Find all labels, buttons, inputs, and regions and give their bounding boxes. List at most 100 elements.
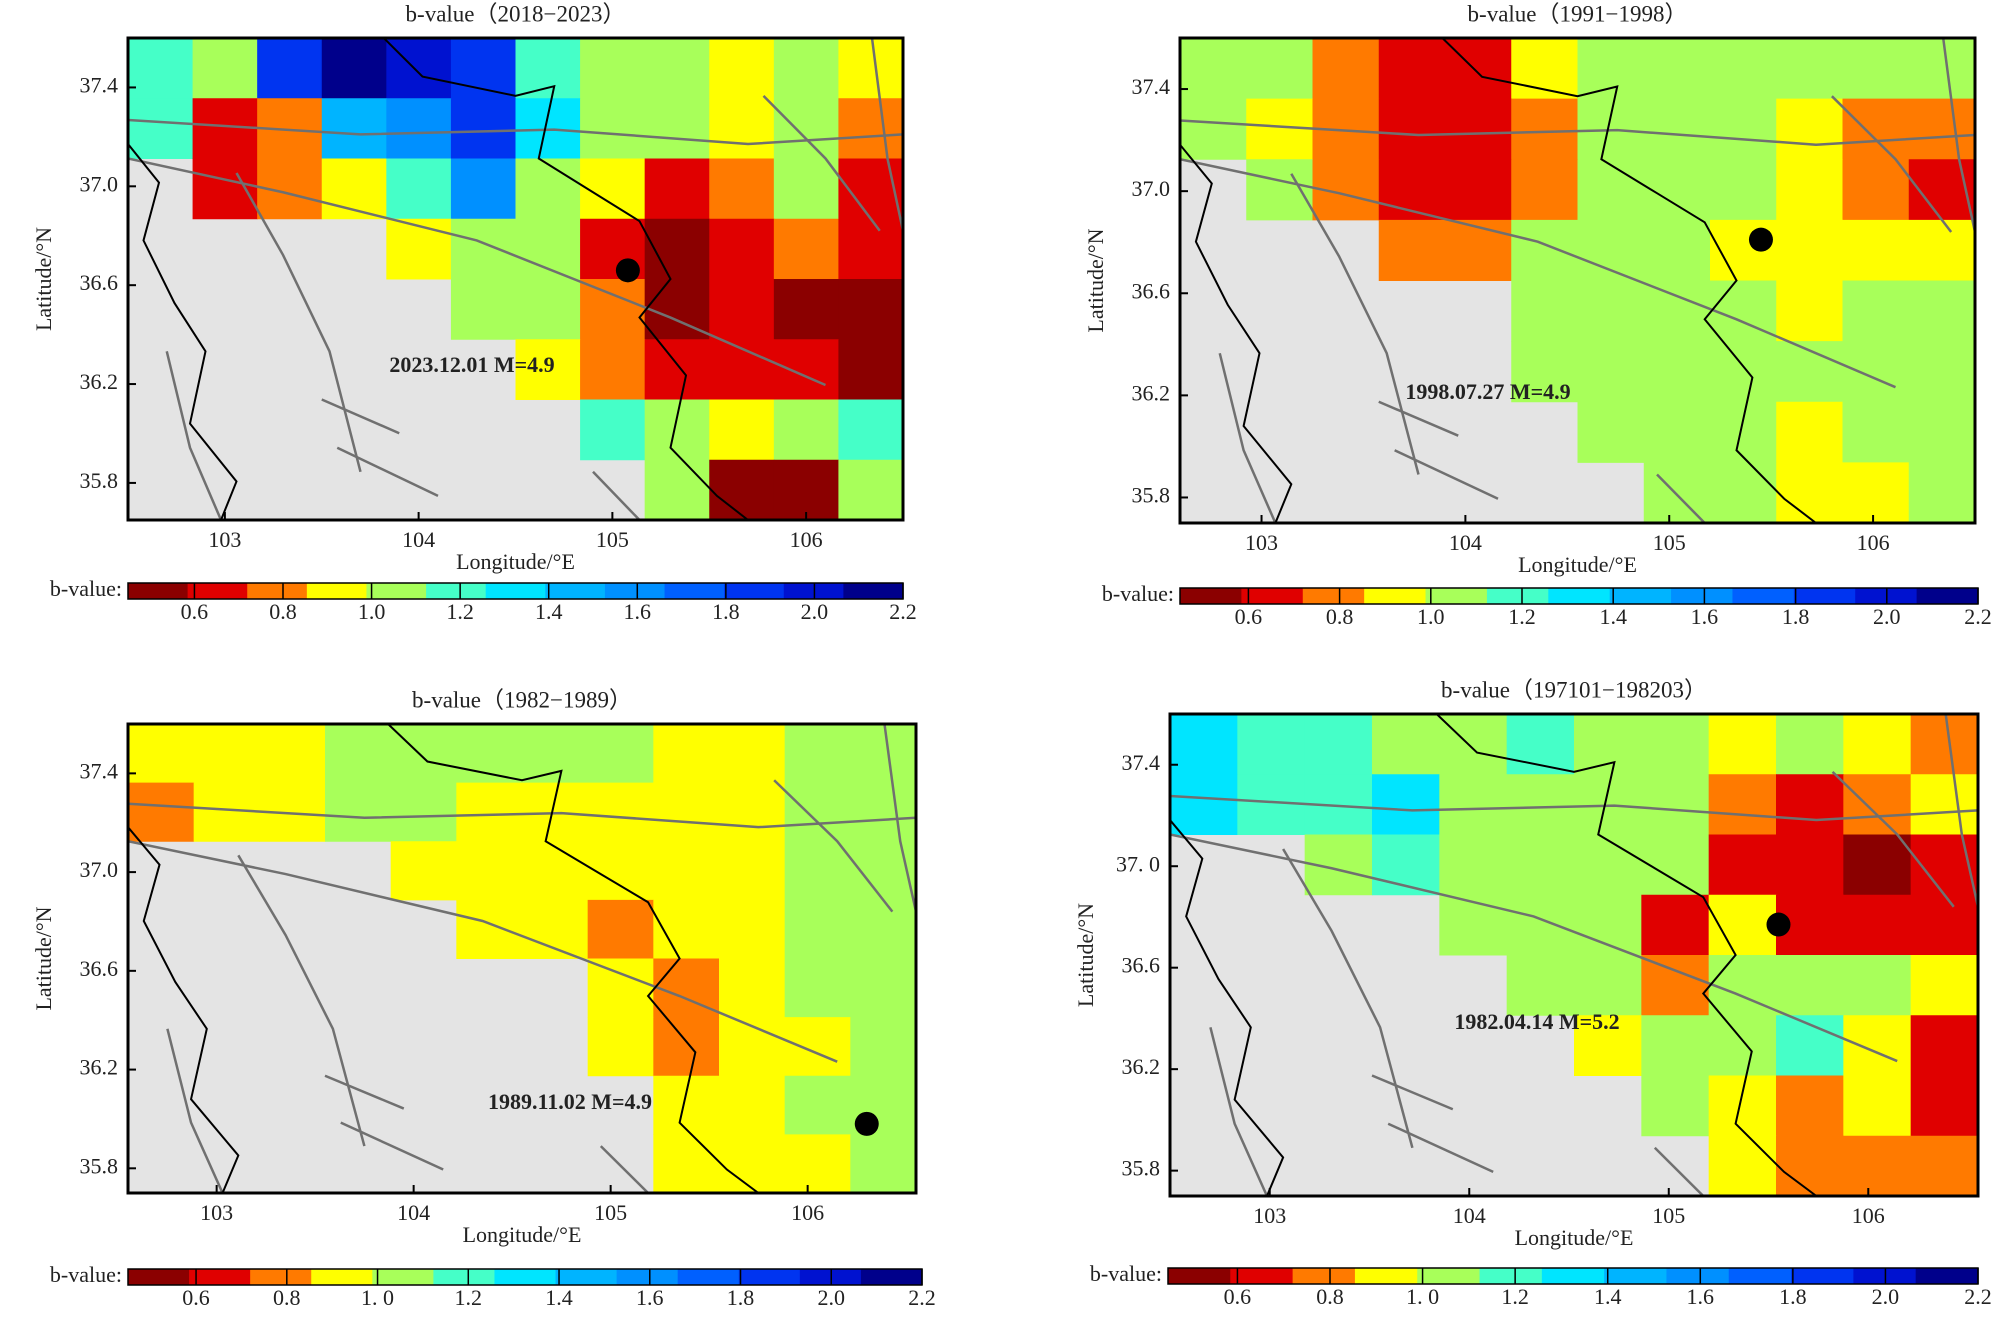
colorbar-segment	[1732, 588, 1795, 604]
b-value-cell	[1378, 98, 1446, 160]
b-value-cell	[719, 899, 786, 959]
x-tick-label: 106	[1852, 1203, 1885, 1228]
b-value-cell	[1643, 159, 1711, 221]
colorbar-tick-label: 2.2	[908, 1285, 936, 1310]
b-value-cell	[390, 841, 457, 901]
b-value-cell	[644, 158, 710, 220]
map-panel: 1989.11.02 M=4.9 b-value（1982−1989） 103 104…	[31, 687, 936, 1310]
y-tick-label: 36.6	[80, 956, 119, 981]
b-value-cell	[644, 98, 710, 159]
b-value-cell	[653, 841, 720, 901]
colorbar-segment	[433, 1269, 495, 1285]
event-annotation: 1989.11.02 M=4.9	[488, 1089, 652, 1114]
b-value-cell	[325, 782, 392, 842]
b-value-cell	[850, 958, 917, 1018]
b-value-cell	[587, 958, 654, 1018]
panel-title: b-value（197101−198203）	[1441, 677, 1707, 702]
b-value-cell	[1643, 341, 1711, 403]
x-tick-label: 105	[596, 527, 629, 552]
b-value-cell	[838, 279, 904, 340]
x-axis-label: Longitude/°E	[1518, 552, 1637, 577]
fault-line	[128, 118, 903, 146]
b-value-cell	[1577, 401, 1645, 463]
colorbar-tick-label: 1.2	[455, 1285, 483, 1310]
b-value-cell	[515, 158, 581, 220]
b-value-cell	[587, 841, 654, 901]
fault-line	[1170, 833, 1898, 1063]
b-value-cell	[1842, 98, 1910, 160]
y-tick-label: 37.4	[80, 758, 119, 783]
b-value-cell	[1641, 714, 1710, 775]
y-tick-label: 36.6	[80, 270, 119, 295]
fault-line	[321, 398, 400, 435]
b-value-cell	[1842, 401, 1910, 463]
panel-title: b-value（1991−1998）	[1468, 1, 1688, 26]
x-tick-label: 105	[594, 1200, 627, 1225]
b-value-cell	[719, 1134, 786, 1194]
fault-line	[336, 446, 439, 498]
x-tick-label: 103	[1253, 1203, 1286, 1228]
colorbar-segment	[1302, 588, 1365, 604]
b-value-cell	[1246, 98, 1313, 160]
x-axis-label: Longitude/°E	[456, 549, 575, 574]
b-value-cell	[587, 899, 654, 959]
b-value-cell	[1842, 462, 1910, 524]
b-value-cell	[784, 1017, 851, 1077]
fault-line	[1209, 1026, 1269, 1196]
b-value-cell	[773, 279, 839, 340]
b-value-cell	[1710, 401, 1777, 463]
province-border	[1441, 38, 1817, 523]
colorbar-segment	[1609, 588, 1672, 604]
b-value-cell	[259, 724, 326, 784]
fault-line	[1170, 794, 1978, 822]
b-value-cell	[709, 459, 775, 521]
b-value-cell	[587, 782, 654, 842]
b-value-cell	[653, 782, 720, 842]
y-tick-label: 36.6	[1132, 278, 1171, 303]
event-annotation: 2023.12.01 M=4.9	[389, 352, 554, 377]
b-value-cell	[1908, 38, 1976, 100]
b-value-cell	[1842, 341, 1910, 403]
b-value-cell	[128, 782, 195, 842]
b-value-cell	[128, 38, 194, 99]
b-value-cell	[1641, 1075, 1710, 1137]
colorbar-segment	[1486, 588, 1549, 604]
colorbar-tick-label: 0.6	[181, 599, 209, 624]
b-value-cell	[386, 98, 452, 159]
b-value-cell	[850, 782, 917, 842]
b-value-cell	[784, 958, 851, 1018]
b-value-cell	[1574, 834, 1642, 896]
b-value-cell	[1908, 98, 1976, 160]
colorbar-tick-label: 0.8	[269, 599, 297, 624]
colorbar-segment	[1425, 588, 1488, 604]
y-tick-label: 37.0	[80, 171, 119, 196]
x-tick-label: 103	[200, 1200, 233, 1225]
b-value-cell	[1641, 894, 1710, 956]
b-value-cell	[1237, 774, 1306, 835]
b-value-cell	[1910, 1015, 1979, 1076]
b-value-cell	[1445, 219, 1512, 281]
b-value-cell	[1842, 280, 1910, 342]
colorbar-segment	[616, 1269, 679, 1285]
colorbar-segment	[664, 583, 725, 599]
fault-line	[870, 38, 903, 232]
earthquake-epicenter	[1766, 912, 1791, 937]
y-tick-label: 37.0	[1132, 176, 1171, 201]
b-value-cell	[1439, 774, 1508, 835]
b-value-cell	[193, 782, 260, 842]
b-value-cell	[709, 218, 775, 280]
fault-line	[883, 724, 916, 912]
plot-frame	[126, 722, 918, 1195]
colorbar-tick-label: 1.0	[358, 599, 386, 624]
b-value-cell	[773, 459, 839, 521]
fault-line	[599, 1145, 649, 1193]
province-border	[387, 724, 759, 1193]
colorbar-tick-label: 1.0	[1417, 604, 1445, 629]
b-value-cell	[838, 399, 904, 461]
fault-line	[235, 172, 362, 473]
colorbar-segment	[372, 1269, 434, 1285]
colorbar-segment	[306, 583, 367, 599]
fault-line	[1371, 1074, 1454, 1111]
x-tick-label: 106	[1857, 530, 1890, 555]
